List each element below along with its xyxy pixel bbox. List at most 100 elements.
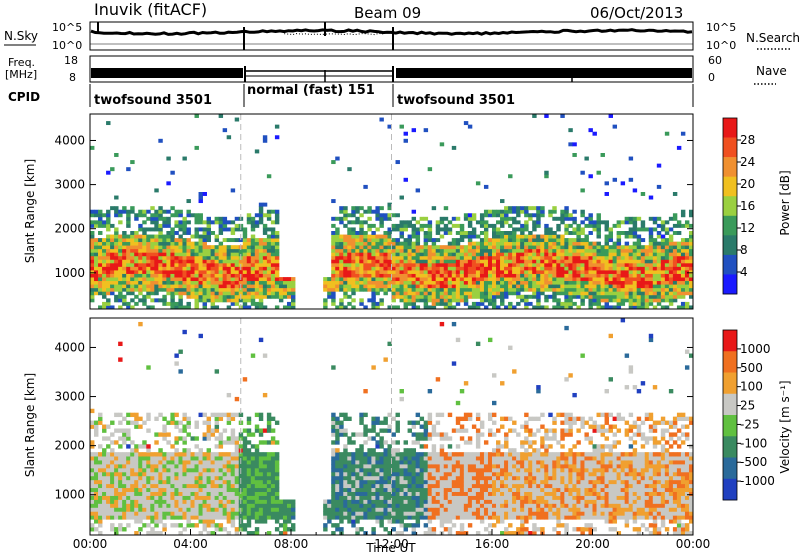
- heatmap-cell: [214, 284, 220, 289]
- heatmap-cell: [387, 202, 392, 207]
- heatmap-cell: [395, 440, 400, 445]
- heatmap-cell: [339, 452, 344, 457]
- heatmap-cell: [447, 284, 453, 289]
- heatmap-cell: [632, 216, 638, 221]
- heatmap-cell: [580, 259, 585, 264]
- heatmap-cell: [347, 463, 352, 469]
- heatmap-cell: [544, 170, 549, 175]
- heatmap-cell: [684, 238, 690, 243]
- heatmap-cell: [146, 280, 151, 285]
- heatmap-cell: [632, 252, 638, 257]
- heatmap-cell: [222, 463, 228, 469]
- heatmap-cell: [628, 255, 634, 260]
- heatmap-cell: [668, 273, 674, 278]
- heatmap-cell: [367, 280, 372, 285]
- heatmap-cell: [379, 234, 384, 239]
- heatmap-cell: [214, 467, 220, 473]
- heatmap-cell: [170, 483, 175, 489]
- heatmap-cell: [194, 291, 199, 296]
- heatmap-cell: [351, 475, 356, 481]
- heatmap-cell: [118, 412, 123, 418]
- heatmap-cell: [620, 291, 626, 296]
- heatmap-cell: [435, 223, 441, 228]
- heatmap-cell: [146, 503, 151, 508]
- heatmap-cell: [596, 262, 601, 267]
- heatmap-cell: [648, 234, 654, 239]
- heatmap-cell: [383, 503, 388, 508]
- heatmap-cell: [419, 507, 425, 512]
- heatmap-cell: [359, 273, 364, 278]
- heatmap-cell: [688, 266, 694, 271]
- heatmap-cell: [210, 294, 216, 299]
- heatmap-cell: [608, 234, 613, 239]
- heatmap-cell: [226, 255, 232, 260]
- heatmap-cell: [158, 280, 163, 285]
- heatmap-cell: [556, 298, 561, 303]
- heatmap-cell: [463, 234, 469, 239]
- heatmap-cell: [234, 238, 240, 243]
- heatmap-cell: [604, 227, 609, 232]
- heatmap-cell: [552, 231, 557, 235]
- heatmap-cell: [411, 301, 417, 306]
- heatmap-cell: [250, 495, 256, 500]
- heatmap-cell: [572, 227, 577, 232]
- heatmap-cell: [230, 273, 236, 278]
- heatmap-cell: [218, 294, 224, 299]
- heatmap-cell: [351, 479, 356, 485]
- heatmap-cell: [90, 515, 95, 520]
- heatmap-cell: [182, 452, 187, 457]
- heatmap-cell: [323, 280, 328, 285]
- heatmap-cell: [383, 231, 388, 235]
- heatmap-cell: [98, 209, 103, 214]
- heatmap-cell: [536, 301, 541, 306]
- heatmap-cell: [339, 301, 344, 306]
- heatmap-cell: [427, 273, 433, 278]
- heatmap-cell: [399, 471, 404, 477]
- heatmap-cell: [291, 499, 296, 504]
- heatmap-cell: [351, 507, 356, 512]
- heatmap-cell: [335, 471, 340, 477]
- heatmap-cell: [496, 277, 501, 282]
- heatmap-cell: [371, 452, 376, 457]
- heatmap-cell: [118, 280, 123, 285]
- heatmap-cell: [451, 241, 457, 246]
- heatmap-cell: [182, 280, 187, 285]
- heatmap-cell: [250, 507, 256, 512]
- heatmap-cell: [146, 248, 151, 253]
- heatmap-cell: [194, 270, 199, 274]
- heatmap-cell: [274, 467, 280, 473]
- heatmap-cell: [270, 259, 276, 264]
- heatmap-cell: [395, 277, 400, 282]
- heatmap-cell: [407, 280, 412, 285]
- heatmap-cell: [479, 270, 485, 274]
- heatmap-cell: [110, 460, 115, 465]
- heatmap-cell: [206, 238, 211, 243]
- heatmap-cell: [198, 519, 203, 524]
- heatmap-cell: [395, 241, 400, 246]
- heatmap-cell: [142, 487, 147, 492]
- heatmap-cell: [162, 216, 167, 221]
- heatmap-cell: [367, 428, 372, 433]
- heatmap-cell: [624, 216, 630, 221]
- heatmap-cell: [106, 452, 111, 457]
- heatmap-cell: [680, 248, 686, 253]
- heatmap-cell: [451, 245, 457, 250]
- heatmap-cell: [158, 241, 163, 246]
- heatmap-cell: [254, 483, 260, 489]
- heatmap-cell: [234, 291, 240, 296]
- heatmap-cell: [467, 273, 473, 278]
- heatmap-cell: [134, 416, 139, 421]
- heatmap-cell: [556, 291, 561, 296]
- heatmap-cell: [492, 227, 497, 232]
- heatmap-cell: [379, 277, 384, 282]
- heatmap-cell: [483, 231, 489, 235]
- heatmap-cell: [154, 499, 159, 504]
- nsky-tick-low: 10^0: [52, 39, 82, 52]
- heatmap-cell: [584, 241, 589, 246]
- heatmap-cell: [242, 507, 248, 512]
- heatmap-cell: [483, 284, 489, 289]
- heatmap-cell: [274, 259, 280, 264]
- heatmap-cell: [343, 273, 348, 278]
- heatmap-cell: [170, 284, 175, 289]
- heatmap-cell: [516, 270, 521, 274]
